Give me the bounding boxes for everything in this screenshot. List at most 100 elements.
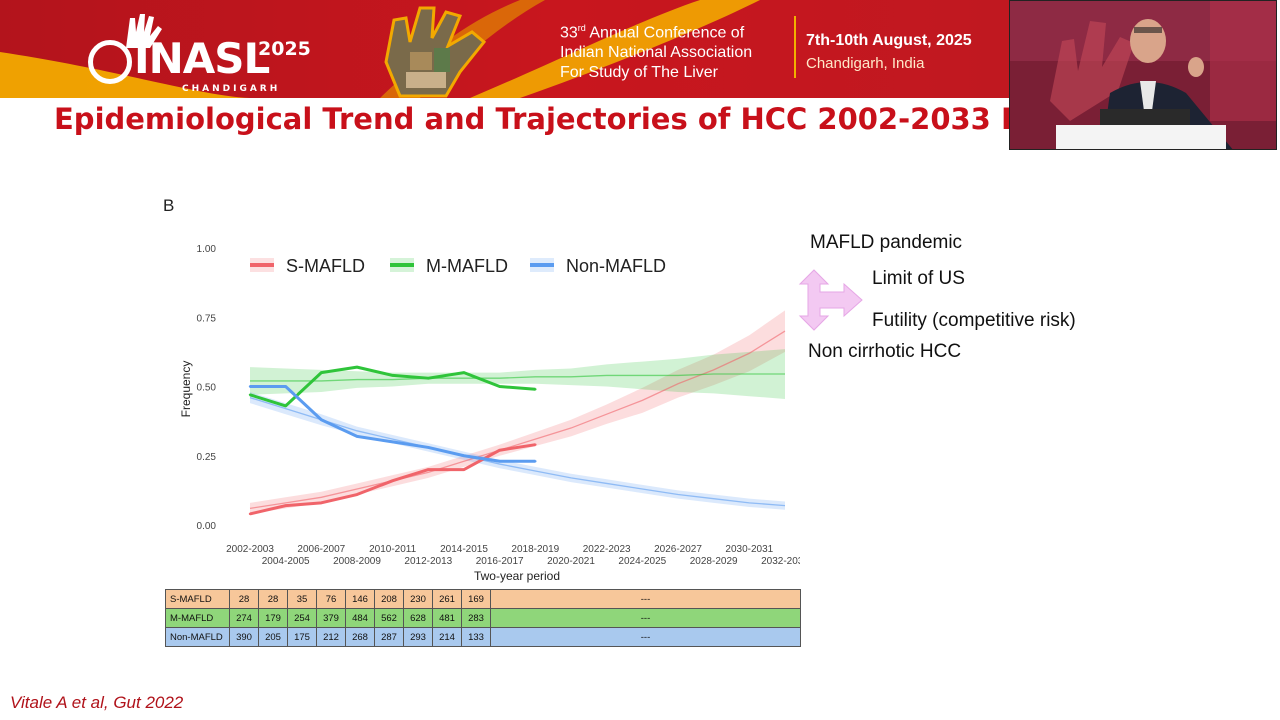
logo-wordmark: INASL: [134, 34, 270, 83]
non-mafld-point: [391, 440, 394, 444]
table-cell: 293: [403, 627, 433, 647]
logo-ring-icon: [88, 40, 132, 84]
m-mafld-band: [250, 349, 785, 399]
s-mafld-point: [284, 504, 287, 507]
table-cell: 208: [374, 589, 404, 609]
table-cell: 562: [374, 608, 404, 628]
confidence-bands: [250, 310, 785, 514]
y-tick-label: 0.75: [197, 313, 217, 324]
patient-count-table: S-MAFLD 28 28 35 76 146 208 230 261 169 --- M-MAFLD…: [165, 589, 801, 647]
y-tick-label: 0.25: [197, 452, 217, 463]
table-row: M-MAFLD 274 179 254 379 484 562 628 481 283 ---: [165, 608, 801, 628]
m-mafld-point: [427, 376, 430, 380]
y-tick-label: 1.00: [197, 244, 217, 255]
s-mafld-band: [250, 310, 785, 514]
conference-location: Chandigarh, India: [806, 55, 925, 72]
x-tick-label: 2032-2033: [761, 556, 800, 567]
m-mafld-point: [248, 393, 252, 397]
non-mafld-point: [355, 435, 359, 438]
x-tick-label: 2012-2013: [404, 556, 452, 567]
non-mafld-legend-label: Non-MAFLD: [566, 256, 666, 276]
m-mafld-point: [355, 365, 359, 369]
m-mafld-legend-label: M-MAFLD: [426, 256, 508, 276]
table-row: S-MAFLD 28 28 35 76 146 208 230 261 169 ---: [165, 589, 801, 609]
table-row-label: M-MAFLD: [165, 608, 230, 628]
x-tick-label: 2004-2005: [262, 556, 310, 567]
table-row: Non-MAFLD 390 205 175 212 268 287 293 214 133 ---: [165, 627, 801, 647]
table-cell: 28: [229, 589, 259, 609]
table-cell: 214: [432, 627, 462, 647]
m-mafld-point: [320, 371, 323, 374]
banner-divider: [794, 16, 796, 78]
table-cell: 390: [229, 627, 259, 647]
table-cell: 254: [287, 608, 317, 628]
x-tick-label: 2020-2021: [547, 556, 595, 567]
s-mafld-point: [320, 501, 323, 505]
inasl-hand-logo-icon: [126, 14, 162, 48]
non-mafld-point: [320, 418, 323, 421]
x-tick-label: 2028-2029: [690, 556, 738, 567]
table-cell: 133: [461, 627, 491, 647]
s-mafld-point: [498, 449, 501, 452]
x-tick-label: 2014-2015: [440, 544, 488, 555]
m-mafld-point: [391, 374, 394, 377]
x-tick-label: 2026-2027: [654, 544, 702, 555]
hand-collage-icon: [384, 6, 487, 98]
x-tick-label: 2016-2017: [476, 556, 524, 567]
table-cell: 268: [345, 627, 375, 647]
citation: Vitale A et al, Gut 2022: [10, 693, 184, 712]
note-futility: Futility (competitive risk): [872, 310, 1076, 331]
inasl-logo: INASL 2025 CHANDIGARH: [86, 14, 311, 94]
table-cell: 283: [461, 608, 491, 628]
logo-year: 2025: [258, 38, 311, 60]
x-axis-ticks: 2002-20032004-20052006-20072008-20092010…: [226, 544, 800, 567]
table-cell: 175: [287, 627, 317, 647]
y-tick-label: 0.50: [197, 383, 217, 394]
conference-name: 33rd Annual Conference of Indian Nationa…: [560, 18, 752, 83]
table-cell: 274: [229, 608, 259, 628]
s-mafld-point: [462, 468, 466, 471]
table-cell: 205: [258, 627, 288, 647]
m-mafld-trend-line: [250, 373, 785, 382]
non-mafld-point: [284, 385, 287, 388]
double-arrow-icon: [798, 269, 863, 331]
table-future-cell: ---: [490, 589, 801, 609]
hcc-trend-chart: 0.00 0.25 0.50 0.75 1.00 2002-20032004-20052…: [179, 244, 800, 583]
m-mafld-point: [462, 371, 466, 374]
speaker-video-inset: [1009, 0, 1277, 150]
conference-line-2: Indian National Association: [560, 44, 753, 62]
s-mafld-point: [355, 493, 359, 496]
conference-dates: 7th-10th August, 2025: [806, 32, 972, 49]
non-mafld-point: [427, 446, 430, 449]
non-mafld-trend-line: [249, 396, 786, 507]
logo-city: CHANDIGARH: [182, 84, 281, 94]
trend-lines: [249, 330, 786, 510]
s-mafld-point: [534, 443, 537, 446]
observed-lines: [248, 365, 537, 516]
x-tick-label: 2018-2019: [511, 544, 559, 555]
table-cell: 179: [258, 608, 288, 628]
s-mafld-point: [248, 512, 252, 516]
table-cell: 230: [403, 589, 433, 609]
table-cell: 287: [374, 627, 404, 647]
table-cell: 481: [432, 608, 462, 628]
s-mafld-legend-label: S-MAFLD: [286, 256, 365, 276]
non-mafld-point: [462, 454, 466, 457]
y-tick-label: 0.00: [197, 521, 217, 532]
y-axis-label: Frequency: [179, 361, 193, 418]
table-cell: 28: [258, 589, 288, 609]
x-tick-label: 2022-2023: [583, 544, 631, 555]
slide-title: Epidemiological Trend and Trajectories o…: [54, 102, 1009, 136]
non-mafld-point: [534, 460, 537, 463]
note-mafld-pandemic: MAFLD pandemic: [810, 232, 963, 253]
table-cell: 379: [316, 608, 346, 628]
table-cell: 169: [461, 589, 491, 609]
non-mafld-band: [250, 392, 785, 510]
s-mafld-point: [427, 468, 430, 471]
y-axis-ticks: 0.00 0.25 0.50 0.75 1.00: [197, 244, 217, 532]
conference-banner: INASL 2025 CHANDIGARH 33rd Annual Confer…: [0, 0, 1010, 98]
table-cell: 261: [432, 589, 462, 609]
x-axis-label: Two-year period: [474, 569, 560, 583]
table-cell: 212: [316, 627, 346, 647]
